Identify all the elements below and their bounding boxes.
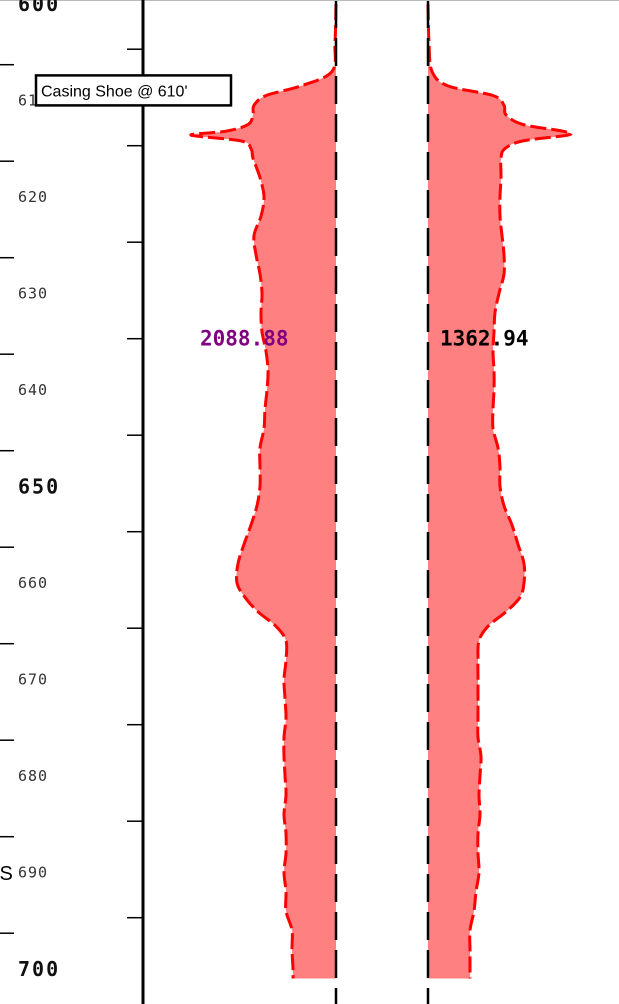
depth-tick-label: 600 xyxy=(18,0,60,16)
left-caliper-fill xyxy=(190,3,336,979)
depth-tick-label: 620 xyxy=(18,188,48,206)
depth-tick-label: 670 xyxy=(18,670,48,688)
depth-tick-label: 660 xyxy=(18,574,48,592)
depth-tick-label: 640 xyxy=(18,381,48,399)
depth-tick-label: 690 xyxy=(18,863,48,881)
edge-text-fragment: IS xyxy=(0,863,13,885)
depth-tick-label: 630 xyxy=(18,284,48,302)
left-value-label: 2088.88 xyxy=(200,327,289,351)
depth-tick-label: 680 xyxy=(18,767,48,785)
caliper-line-layer xyxy=(189,0,573,1004)
casing-shoe-label: Casing Shoe @ 610' xyxy=(41,83,188,100)
right-value-label: 1362.94 xyxy=(440,327,529,351)
label-layer: 2088.88 1362.94 IS xyxy=(0,327,529,886)
right-caliper-line xyxy=(426,3,573,979)
left-caliper-line xyxy=(189,3,338,979)
casing-shoe-box xyxy=(34,74,233,107)
depth-tick-label: 700 xyxy=(18,957,60,981)
casing-shoe-annotation: Casing Shoe @ 610' xyxy=(34,74,233,107)
depth-tick-label: 650 xyxy=(18,474,60,498)
caliper-fill-layer xyxy=(190,3,572,979)
